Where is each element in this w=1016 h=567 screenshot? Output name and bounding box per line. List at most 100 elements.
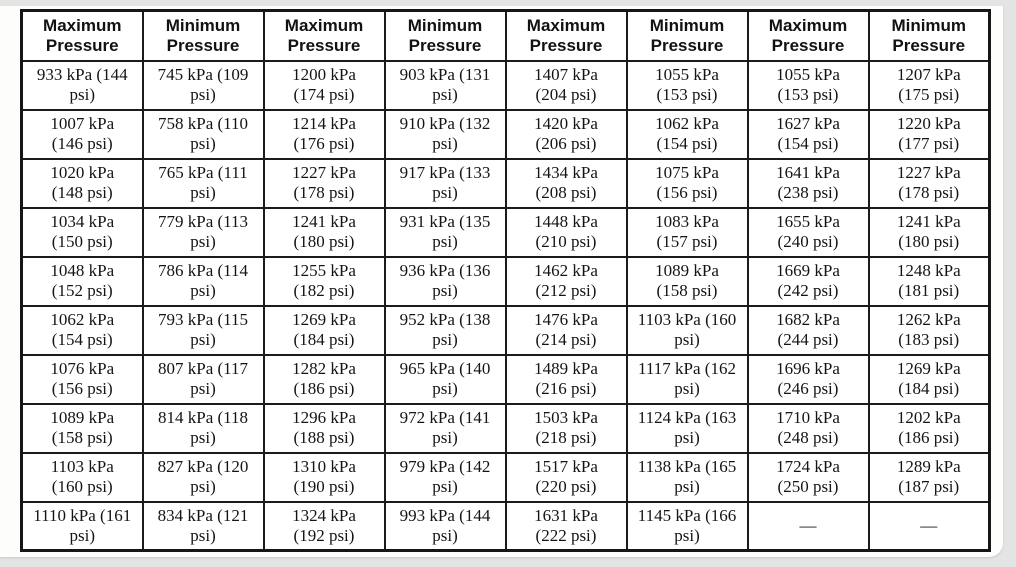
pressure-cell: 1289 kPa (187 psi) (867, 451, 991, 503)
header-cell-minimum-pressure-4: Minimum Pressure (867, 9, 991, 62)
pressure-cell: 1227 kPa (178 psi) (262, 157, 386, 209)
pressure-cell: 1089 kPa (158 psi) (625, 255, 749, 307)
pressure-cell: 1517 kPa (220 psi) (504, 451, 628, 503)
header-cell-maximum-pressure-2: Maximum Pressure (262, 9, 386, 62)
pressure-cell: 1075 kPa (156 psi) (625, 157, 749, 209)
pressure-cell: 827 kPa (120 psi) (141, 451, 265, 503)
header-cell-minimum-pressure-2: Minimum Pressure (383, 9, 507, 62)
pressure-cell: 1269 kPa (184 psi) (262, 304, 386, 356)
pressure-cell: 1489 kPa (216 psi) (504, 353, 628, 405)
pressure-cell: — (746, 500, 870, 552)
pressure-cell: 779 kPa (113 psi) (141, 206, 265, 258)
pressure-cell: 1669 kPa (242 psi) (746, 255, 870, 307)
pressure-cell: 933 kPa (144 psi) (20, 59, 144, 111)
pressure-cell: 1062 kPa (154 psi) (625, 108, 749, 160)
pressure-cell: 1076 kPa (156 psi) (20, 353, 144, 405)
pressure-cell: 979 kPa (142 psi) (383, 451, 507, 503)
pressure-cell: 1048 kPa (152 psi) (20, 255, 144, 307)
pressure-cell: 1255 kPa (182 psi) (262, 255, 386, 307)
pressure-cell: 1503 kPa (218 psi) (504, 402, 628, 454)
pressure-cell: 1020 kPa (148 psi) (20, 157, 144, 209)
pressure-cell: 1103 kPa (160 psi) (625, 304, 749, 356)
pressure-cell: 1262 kPa (183 psi) (867, 304, 991, 356)
pressure-cell: 814 kPa (118 psi) (141, 402, 265, 454)
pressure-cell: 1269 kPa (184 psi) (867, 353, 991, 405)
pressure-cell: 1062 kPa (154 psi) (20, 304, 144, 356)
pressure-cell: 1282 kPa (186 psi) (262, 353, 386, 405)
pressure-cell: 1655 kPa (240 psi) (746, 206, 870, 258)
pressure-cell: 793 kPa (115 psi) (141, 304, 265, 356)
pressure-cell: 1448 kPa (210 psi) (504, 206, 628, 258)
header-cell-minimum-pressure-1: Minimum Pressure (141, 9, 265, 62)
pressure-cell: — (867, 500, 991, 552)
pressure-cell: 972 kPa (141 psi) (383, 402, 507, 454)
pressure-cell: 1103 kPa (160 psi) (20, 451, 144, 503)
table-row: 1076 kPa (156 psi) 807 kPa (117 psi) 1282 … (20, 353, 991, 405)
pressure-cell: 1248 kPa (181 psi) (867, 255, 991, 307)
header-cell-maximum-pressure-3: Maximum Pressure (504, 9, 628, 62)
pressure-cell: 1138 kPa (165 psi) (625, 451, 749, 503)
pressure-cell: 1296 kPa (188 psi) (262, 402, 386, 454)
pressure-cell: 1110 kPa (161 psi) (20, 500, 144, 552)
table-row: 1089 kPa (158 psi) 814 kPa (118 psi) 1296 … (20, 402, 991, 454)
pressure-cell: 1641 kPa (238 psi) (746, 157, 870, 209)
pressure-cell: 1682 kPa (244 psi) (746, 304, 870, 356)
pressure-cell: 931 kPa (135 psi) (383, 206, 507, 258)
table-header: Maximum Pressure Minimum Pressure Maximu… (20, 9, 991, 62)
header-cell-maximum-pressure-1: Maximum Pressure (20, 9, 144, 62)
pressure-cell: 834 kPa (121 psi) (141, 500, 265, 552)
pressure-cell: 807 kPa (117 psi) (141, 353, 265, 405)
pressure-cell: 1200 kPa (174 psi) (262, 59, 386, 111)
pressure-cell: 1202 kPa (186 psi) (867, 402, 991, 454)
pressure-cell: 965 kPa (140 psi) (383, 353, 507, 405)
table-row: 1048 kPa (152 psi) 786 kPa (114 psi) 1255 … (20, 255, 991, 307)
header-cell-minimum-pressure-3: Minimum Pressure (625, 9, 749, 62)
pressure-cell: 936 kPa (136 psi) (383, 255, 507, 307)
pressure-cell: 1055 kPa (153 psi) (625, 59, 749, 111)
pressure-cell: 1034 kPa (150 psi) (20, 206, 144, 258)
pressure-table: Maximum Pressure Minimum Pressure Maximu… (20, 9, 991, 552)
table-row: 1062 kPa (154 psi) 793 kPa (115 psi) 1269 … (20, 304, 991, 356)
table-row: 1007 kPa (146 psi) 758 kPa (110 psi) 1214 … (20, 108, 991, 160)
pressure-cell: 1227 kPa (178 psi) (867, 157, 991, 209)
pressure-cell: 1434 kPa (208 psi) (504, 157, 628, 209)
pressure-cell: 952 kPa (138 psi) (383, 304, 507, 356)
pressure-cell: 1241 kPa (180 psi) (262, 206, 386, 258)
pressure-cell: 786 kPa (114 psi) (141, 255, 265, 307)
pressure-cell: 1145 kPa (166 psi) (625, 500, 749, 552)
scan-page: Maximum Pressure Minimum Pressure Maximu… (0, 6, 1003, 557)
pressure-cell: 1407 kPa (204 psi) (504, 59, 628, 111)
pressure-cell: 1420 kPa (206 psi) (504, 108, 628, 160)
header-cell-maximum-pressure-4: Maximum Pressure (746, 9, 870, 62)
table-row: 1020 kPa (148 psi) 765 kPa (111 psi) 1227 … (20, 157, 991, 209)
pressure-cell: 765 kPa (111 psi) (141, 157, 265, 209)
pressure-cell: 745 kPa (109 psi) (141, 59, 265, 111)
table-row: 1034 kPa (150 psi) 779 kPa (113 psi) 1241 … (20, 206, 991, 258)
table-header-row: Maximum Pressure Minimum Pressure Maximu… (20, 9, 991, 62)
table-row: 1110 kPa (161 psi) 834 kPa (121 psi) 1324 … (20, 500, 991, 552)
pressure-cell: 758 kPa (110 psi) (141, 108, 265, 160)
pressure-cell: 1710 kPa (248 psi) (746, 402, 870, 454)
pressure-cell: 1627 kPa (154 psi) (746, 108, 870, 160)
pressure-cell: 1220 kPa (177 psi) (867, 108, 991, 160)
pressure-cell: 1724 kPa (250 psi) (746, 451, 870, 503)
pressure-cell: 1696 kPa (246 psi) (746, 353, 870, 405)
pressure-cell: 1310 kPa (190 psi) (262, 451, 386, 503)
pressure-cell: 1631 kPa (222 psi) (504, 500, 628, 552)
pressure-cell: 1462 kPa (212 psi) (504, 255, 628, 307)
table-body: 933 kPa (144 psi) 745 kPa (109 psi) 1200 k… (20, 59, 991, 552)
pressure-cell: 1476 kPa (214 psi) (504, 304, 628, 356)
pressure-cell: 1207 kPa (175 psi) (867, 59, 991, 111)
pressure-cell: 1117 kPa (162 psi) (625, 353, 749, 405)
pressure-cell: 917 kPa (133 psi) (383, 157, 507, 209)
table-row: 933 kPa (144 psi) 745 kPa (109 psi) 1200 k… (20, 59, 991, 111)
pressure-cell: 1124 kPa (163 psi) (625, 402, 749, 454)
pressure-cell: 1324 kPa (192 psi) (262, 500, 386, 552)
pressure-cell: 993 kPa (144 psi) (383, 500, 507, 552)
pressure-cell: 1214 kPa (176 psi) (262, 108, 386, 160)
pressure-cell: 1241 kPa (180 psi) (867, 206, 991, 258)
pressure-cell: 1055 kPa (153 psi) (746, 59, 870, 111)
pressure-cell: 1083 kPa (157 psi) (625, 206, 749, 258)
table-row: 1103 kPa (160 psi) 827 kPa (120 psi) 1310 … (20, 451, 991, 503)
